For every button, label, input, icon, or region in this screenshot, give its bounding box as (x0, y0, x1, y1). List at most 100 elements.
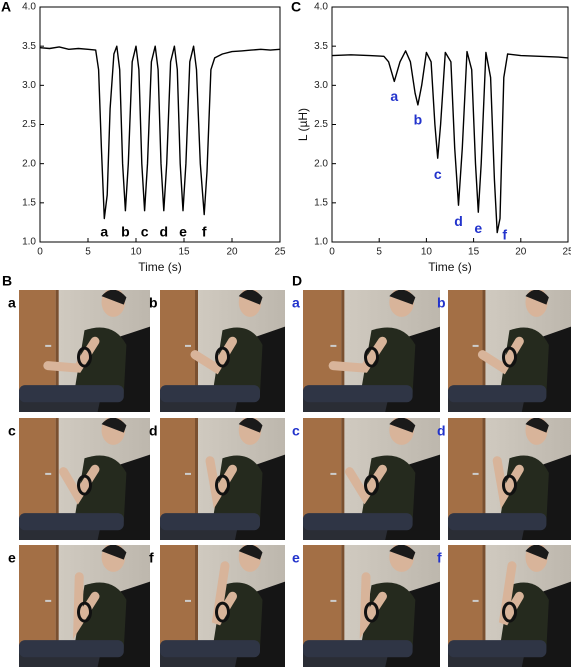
door-handle (45, 472, 52, 475)
x-tick-label: 0 (37, 247, 43, 258)
y-tick-label: 2.5 (22, 119, 36, 130)
photo-label: e (8, 550, 16, 566)
torso (212, 327, 263, 394)
dip-label: c (434, 166, 442, 182)
x-tick-label: 20 (226, 247, 238, 258)
photo-label: d (437, 423, 446, 439)
sensor-band (215, 601, 230, 623)
hair (238, 545, 263, 560)
y-tick-label: 1.0 (22, 237, 36, 248)
dip-label: a (390, 88, 398, 104)
torso (74, 455, 127, 522)
sensor-band (502, 346, 517, 368)
hair (238, 418, 263, 433)
photo (19, 418, 150, 540)
photo-label: b (437, 295, 446, 311)
hair (525, 290, 549, 305)
hair (101, 545, 127, 560)
sensor-band (215, 346, 230, 368)
y-tick-label: 1.0 (314, 237, 328, 248)
photo (448, 290, 571, 412)
photo-label: e (292, 550, 300, 566)
hair (525, 545, 549, 560)
dip-label: e (474, 220, 482, 236)
photo (160, 290, 285, 412)
y-tick-label: 3.0 (22, 80, 36, 91)
photo-panel: Ba b c d e f (2, 273, 285, 667)
legs (303, 640, 413, 658)
hair (238, 290, 263, 305)
door-handle (330, 344, 337, 347)
dip-label: e (179, 223, 187, 239)
photo-label: c (8, 423, 16, 439)
legs (160, 513, 260, 531)
torso (499, 582, 549, 649)
photo (160, 545, 285, 667)
legs (160, 385, 260, 403)
hair (525, 418, 549, 433)
door-handle (185, 344, 191, 347)
photo (448, 418, 571, 540)
hair (389, 418, 416, 433)
dip-label: f (502, 226, 507, 242)
panel-label: A (1, 0, 11, 15)
door-frame (55, 290, 59, 412)
x-tick-label: 5 (376, 247, 382, 258)
panel-label: C (291, 0, 301, 15)
sensor-band (77, 346, 92, 368)
legs (448, 640, 547, 658)
photo (19, 290, 150, 412)
x-tick-label: 25 (562, 247, 571, 258)
x-tick-label: 0 (329, 247, 335, 258)
torso (360, 455, 416, 522)
door-handle (45, 599, 52, 602)
torso (212, 455, 263, 522)
sensor-band (364, 474, 379, 496)
x-tick-label: 15 (178, 247, 190, 258)
photo-label: a (292, 295, 300, 311)
y-tick-label: 2.5 (314, 119, 328, 130)
photo-panel: Da b c d e f (292, 273, 571, 667)
y-tick-label: 1.5 (22, 197, 36, 208)
y-tick-label: 4.0 (22, 2, 36, 13)
photo (19, 545, 150, 667)
legs (448, 513, 547, 531)
photo-label: a (8, 295, 16, 311)
torso (212, 582, 263, 649)
y-tick-label: 2.0 (22, 158, 36, 169)
panel-label: B (2, 273, 12, 289)
panel-label: D (292, 273, 302, 289)
dip-label: b (414, 111, 423, 127)
y-tick-label: 2.0 (314, 158, 328, 169)
sensor-band (364, 601, 379, 623)
door-frame (341, 545, 345, 667)
door-handle (330, 472, 337, 475)
plot-frame (331, 6, 569, 243)
x-axis-title: Time (s) (138, 260, 182, 274)
photo (303, 290, 440, 412)
y-tick-label: 3.5 (22, 41, 36, 52)
door-handle (472, 344, 479, 347)
dip-label: a (100, 223, 108, 239)
door-frame (195, 418, 198, 540)
door-handle (330, 599, 337, 602)
x-tick-label: 20 (515, 247, 527, 258)
door-handle (185, 599, 191, 602)
photo (303, 418, 440, 540)
hair (101, 290, 127, 305)
y-tick-label: 4.0 (314, 2, 328, 13)
y-tick-label: 3.5 (314, 41, 328, 52)
torso (499, 327, 549, 394)
dip-label: d (160, 223, 169, 239)
legs (160, 640, 260, 658)
door-handle (185, 472, 191, 475)
trace (331, 50, 569, 234)
photo-label: b (149, 295, 158, 311)
torso (499, 455, 549, 522)
door-frame (341, 418, 345, 540)
torso (360, 327, 416, 394)
legs (19, 513, 124, 531)
door-frame (55, 418, 59, 540)
legs (448, 385, 547, 403)
sensor-band (77, 601, 92, 623)
